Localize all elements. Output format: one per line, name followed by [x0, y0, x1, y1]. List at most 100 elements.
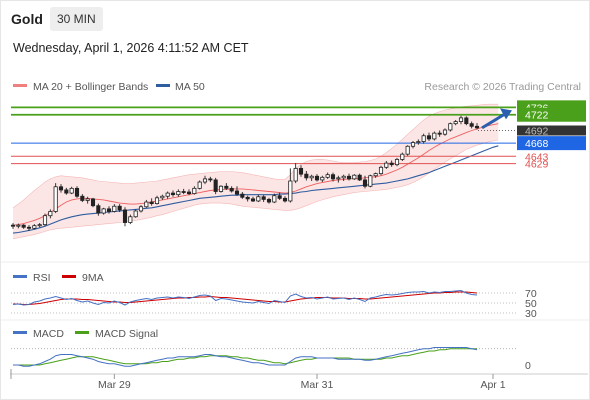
- candle-body: [154, 197, 160, 205]
- candle-body: [330, 174, 336, 180]
- candle-body: [405, 145, 410, 155]
- candle-body: [389, 162, 394, 166]
- legend-label-bollinger: MA 20 + Bollinger Bands: [33, 81, 148, 93]
- candle-body: [133, 210, 138, 218]
- candle-body: [282, 197, 288, 202]
- rsi-tick-30: 30: [525, 308, 537, 320]
- legend-swatch-macd-signal: [75, 331, 89, 334]
- candle-body: [309, 175, 314, 179]
- candle-body: [186, 191, 192, 195]
- candle-body: [410, 142, 416, 147]
- candle-body: [106, 208, 112, 212]
- candle-body: [448, 123, 453, 131]
- candle-body: [394, 159, 400, 166]
- bollinger-lower-line: [12, 139, 499, 240]
- candle-body: [256, 196, 261, 202]
- top-bar: Gold 30 MIN: [0, 0, 590, 36]
- candle-body: [58, 186, 64, 191]
- candle-body: [352, 174, 357, 180]
- candle-body: [234, 190, 240, 195]
- candle-body: [144, 201, 149, 208]
- candle-body: [304, 173, 309, 179]
- candle-body: [165, 192, 170, 197]
- candle-body: [357, 174, 362, 181]
- candle-body: [325, 174, 330, 178]
- candle-body: [421, 135, 426, 142]
- rsi-tick-70: 70: [525, 288, 537, 300]
- level-label-bg-3: [517, 136, 586, 151]
- candle-body: [400, 153, 405, 160]
- candle-body: [362, 179, 368, 187]
- candle-body: [469, 123, 474, 127]
- rsi-ma-line: [13, 291, 478, 305]
- candle-body: [37, 224, 42, 227]
- candle-body: [272, 195, 277, 203]
- candle-body: [261, 196, 266, 200]
- ma50-line: [12, 145, 499, 234]
- candle-body: [208, 178, 213, 181]
- candle-body: [373, 173, 378, 177]
- rsi-line: [12, 289, 478, 306]
- forecast-arrow-shaft: [481, 112, 507, 130]
- candle-body: [64, 189, 69, 194]
- candle-body: [368, 175, 373, 187]
- candle-body: [432, 132, 437, 140]
- candle-body: [437, 132, 442, 135]
- candle-body: [229, 187, 234, 192]
- x-tick-label: Mar 31: [301, 379, 334, 391]
- candle-body: [112, 205, 117, 212]
- candle-body: [192, 187, 197, 195]
- level-label-bg-1: [517, 107, 586, 122]
- candle-body: [298, 167, 304, 175]
- candle-body: [224, 185, 229, 189]
- symbol-label: Gold: [11, 11, 43, 27]
- candle-body: [117, 205, 122, 211]
- candle-body: [442, 129, 448, 135]
- candle-body: [341, 175, 346, 179]
- candle-body: [346, 175, 352, 180]
- level-label-5: 4629: [525, 159, 549, 171]
- level-label-4: 4643: [525, 151, 549, 163]
- candle-body: [197, 181, 202, 189]
- legend-swatch-rsi: [13, 275, 27, 278]
- candle-body: [240, 193, 245, 198]
- candle-body: [96, 205, 101, 214]
- attribution-text: Research © 2026 Trading Central: [424, 81, 581, 93]
- bollinger-band-fill: [13, 104, 499, 239]
- legend-swatch-rsi-ma: [62, 275, 76, 278]
- candle-body: [293, 167, 298, 182]
- chart-datetime: Wednesday, April 1, 2026 4:11:52 AM CET: [13, 41, 249, 55]
- candle-body: [202, 178, 208, 183]
- candle-body: [474, 125, 480, 129]
- legend-label-rsi-ma: 9MA: [82, 272, 104, 284]
- candle-body: [85, 198, 90, 201]
- candle-body: [384, 162, 389, 168]
- candle-body: [245, 196, 250, 200]
- candle-body: [48, 211, 53, 217]
- macd-tick-0: 0: [525, 360, 531, 372]
- x-tick-label: Apr 1: [480, 379, 505, 391]
- candle-body: [149, 201, 154, 205]
- legend-label-macd: MACD: [33, 328, 64, 340]
- legend-swatch-bollinger: [13, 84, 27, 87]
- candle-body: [160, 195, 165, 199]
- candle-body: [80, 195, 85, 201]
- candle-body: [16, 224, 21, 227]
- candle-body: [266, 198, 272, 203]
- candle-body: [458, 117, 464, 122]
- interval-button[interactable]: 30 MIN: [50, 7, 103, 31]
- x-tick-label: Mar 29: [98, 379, 131, 391]
- candle-body: [464, 117, 469, 125]
- candle-body: [378, 166, 384, 175]
- candle-body: [336, 177, 341, 180]
- candle-body: [138, 206, 144, 212]
- level-label-1: 4722: [525, 110, 549, 122]
- candle-body: [453, 121, 458, 125]
- macd-line: [13, 347, 478, 367]
- level-label-2: 4692: [525, 126, 549, 138]
- candle-body: [426, 135, 432, 140]
- candle-body: [213, 179, 218, 192]
- candle-body: [53, 186, 58, 212]
- candle-body: [277, 195, 282, 199]
